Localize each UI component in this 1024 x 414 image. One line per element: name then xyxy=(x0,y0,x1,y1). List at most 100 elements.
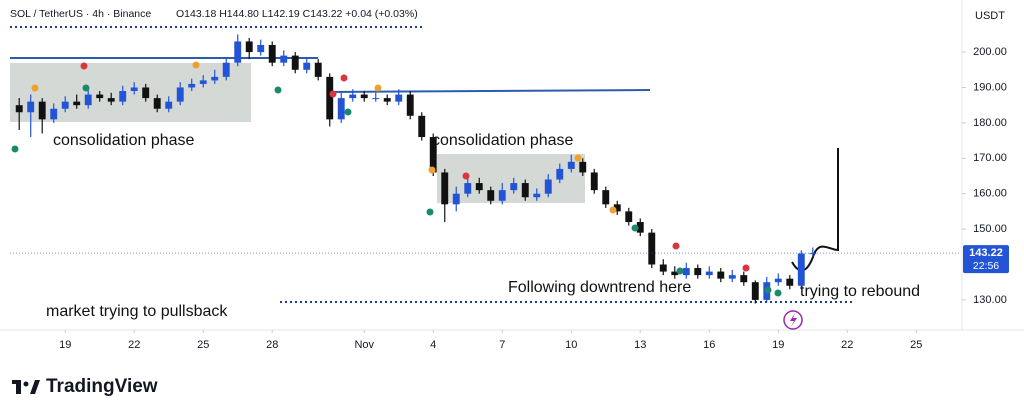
x-tick-label: Nov xyxy=(354,339,374,351)
candles xyxy=(15,34,817,304)
candle-body xyxy=(636,222,644,233)
candle-body xyxy=(383,98,391,102)
candle-body xyxy=(73,101,81,106)
candle-body xyxy=(717,271,725,279)
dot xyxy=(774,289,782,297)
x-tick-label: 25 xyxy=(910,339,922,351)
ohlc: O143.18 H144.80 L142.19 C143.22 +0.04 (+… xyxy=(176,8,418,20)
x-tick-label: 22 xyxy=(128,339,140,351)
candle-body xyxy=(544,179,552,194)
candle-body xyxy=(774,278,782,283)
candle-body xyxy=(648,232,656,265)
candle-body xyxy=(567,161,575,169)
dot xyxy=(428,166,436,174)
candle-body xyxy=(349,94,357,99)
event-icon-bolt xyxy=(790,313,797,327)
brand-logo xyxy=(12,380,40,394)
x-tick-label: 19 xyxy=(59,339,71,351)
x-tick-label: 25 xyxy=(197,339,209,351)
x-tick-label: 4 xyxy=(430,339,436,351)
y-tick-label: 150.00 xyxy=(973,223,1007,235)
x-tick-label: 28 xyxy=(266,339,278,351)
y-tick-label: 130.00 xyxy=(973,294,1007,306)
candle-body xyxy=(418,115,426,138)
candle-body xyxy=(694,268,702,276)
x-tick-label: 10 xyxy=(565,339,577,351)
x-tick-label: 16 xyxy=(703,339,715,351)
candle-body xyxy=(510,183,518,191)
dot xyxy=(82,84,90,92)
countdown: 22:56 xyxy=(973,260,999,272)
candle-body xyxy=(84,94,92,106)
candle-body xyxy=(245,41,253,53)
candle-body xyxy=(464,183,472,194)
candle-body xyxy=(441,172,449,205)
x-tick-label: 22 xyxy=(841,339,853,351)
candle-body xyxy=(498,190,506,201)
consolidation-box xyxy=(10,63,251,122)
candle-body xyxy=(395,94,403,102)
x-tick-label: 13 xyxy=(634,339,646,351)
dot xyxy=(374,84,382,92)
x-tick-label: 7 xyxy=(499,339,505,351)
candle-body xyxy=(705,271,713,276)
dot xyxy=(329,90,337,98)
candle-body xyxy=(671,271,679,276)
dot xyxy=(764,286,772,294)
candle-body xyxy=(234,41,242,63)
candle-body xyxy=(590,172,598,191)
candle-body xyxy=(257,44,265,53)
currency: USDT xyxy=(975,10,1005,22)
x-tick-label: 19 xyxy=(772,339,784,351)
symbol: SOL / TetherUS · 4h · Binance xyxy=(10,8,151,20)
y-tick-label: 200.00 xyxy=(973,46,1007,58)
y-tick-label: 160.00 xyxy=(973,188,1007,200)
dot xyxy=(80,62,88,70)
y-tick-label: 170.00 xyxy=(973,152,1007,164)
candle-body xyxy=(728,275,736,279)
dot xyxy=(574,154,582,162)
annotation: consolidation phase xyxy=(53,132,195,149)
y-tick-label: 190.00 xyxy=(973,81,1007,93)
brand-name: TradingView xyxy=(46,376,158,397)
signal-dots xyxy=(11,61,782,297)
candle-body xyxy=(475,183,483,191)
candle-body xyxy=(15,105,23,113)
candle-body xyxy=(452,193,460,205)
dot xyxy=(609,206,617,214)
candle-body xyxy=(533,193,541,198)
candle-body xyxy=(50,108,58,120)
candle-body xyxy=(61,101,69,109)
candle-body xyxy=(360,94,368,99)
candle-body xyxy=(372,98,380,100)
candle-body xyxy=(751,282,759,300)
candle-body xyxy=(556,168,564,180)
dot xyxy=(426,208,434,216)
candle-body xyxy=(142,87,150,99)
annotation: market trying to pullsback xyxy=(46,303,228,320)
candle-body xyxy=(602,190,610,205)
dot xyxy=(462,172,470,180)
candle-body xyxy=(625,211,633,223)
annotation: consolidation phase xyxy=(432,132,574,149)
candle-body xyxy=(579,161,587,173)
candle-body xyxy=(487,190,495,201)
dot xyxy=(11,145,19,153)
candle-body xyxy=(406,94,414,116)
candle-body xyxy=(280,55,288,63)
candle-body xyxy=(786,278,794,286)
dot xyxy=(631,224,639,232)
candle-body xyxy=(740,275,748,283)
candle-body xyxy=(176,87,184,102)
candle-body xyxy=(199,80,207,84)
candle-body xyxy=(314,62,322,77)
candle-body xyxy=(797,253,805,286)
candle-body xyxy=(659,264,667,272)
y-tick-label: 180.00 xyxy=(973,117,1007,129)
candle-body xyxy=(188,83,196,88)
candle-body xyxy=(38,101,46,120)
dot xyxy=(672,242,680,250)
candle-body xyxy=(303,62,311,70)
